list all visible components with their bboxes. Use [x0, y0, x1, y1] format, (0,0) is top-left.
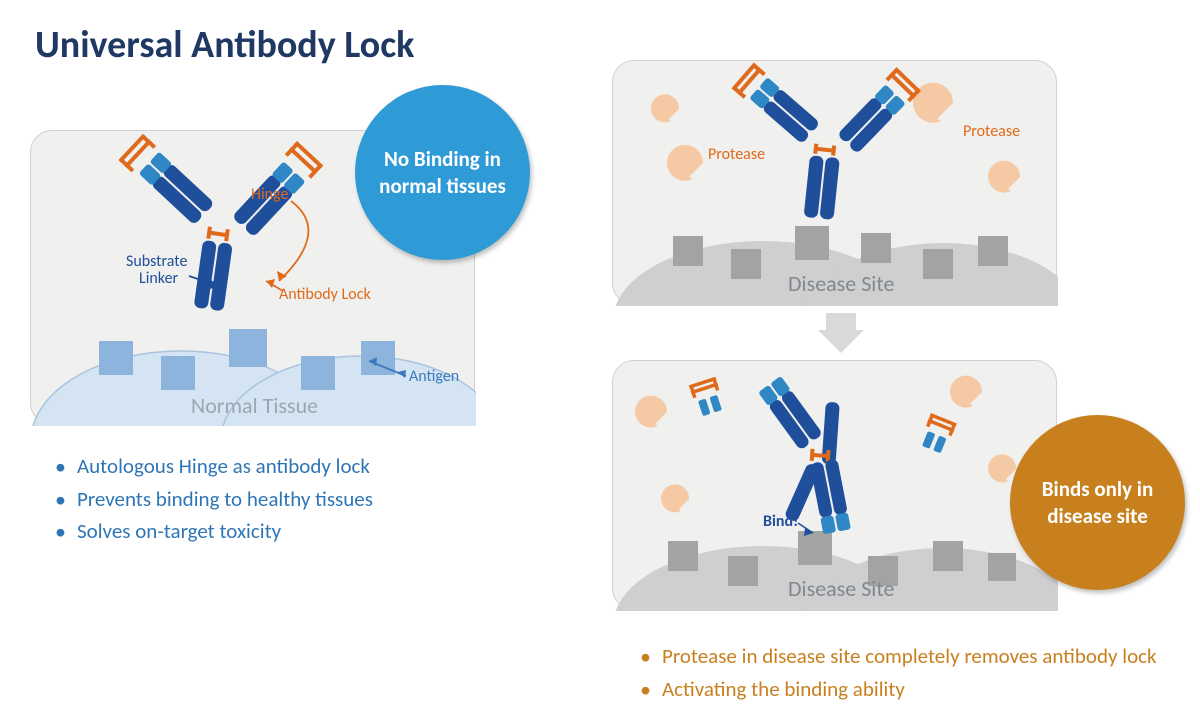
- bullets-left: Autologous Hinge as antibody lock Preven…: [55, 450, 373, 548]
- hinge-label: Hinge: [251, 185, 288, 204]
- panel-disease-binding: Disease Site: [612, 360, 1057, 610]
- badge-binds-disease: Binds only in disease site: [1010, 415, 1185, 590]
- flow-arrow-icon: [816, 308, 866, 358]
- substrate-label-2: Linker: [139, 269, 179, 288]
- antigen-label: Antigen: [409, 367, 459, 386]
- badge-no-binding-text: No Binding in normal tissues: [355, 146, 530, 199]
- bullet-item: Autologous Hinge as antibody lock: [55, 450, 373, 483]
- substrate-label-1: Substrate: [126, 252, 187, 271]
- bullet-item: Solves on-target toxicity: [55, 515, 373, 548]
- disease-binding-diagram: Disease Site: [613, 361, 1058, 611]
- disease-site-label-top: Disease Site: [788, 270, 894, 297]
- bullet-item: Prevents binding to healthy tissues: [55, 483, 373, 516]
- disease-locked-diagram: Disease Site Protease Protease: [613, 61, 1058, 306]
- panel-disease-locked: Disease Site Protease Protease: [612, 60, 1057, 305]
- protease-label-right: Protease: [963, 122, 1020, 141]
- normal-tissue-label: Normal Tissue: [191, 392, 318, 419]
- bullet-item: Protease in disease site completely remo…: [640, 640, 1157, 673]
- antibody-lock-label: Antibody Lock: [279, 285, 371, 304]
- page-title: Universal Antibody Lock: [35, 22, 414, 68]
- bind-label: Bind!: [763, 512, 798, 531]
- badge-binds-disease-text: Binds only in disease site: [1010, 476, 1185, 529]
- badge-no-binding: No Binding in normal tissues: [355, 85, 530, 260]
- protease-label-left: Protease: [708, 145, 765, 164]
- disease-site-label-bottom: Disease Site: [788, 575, 894, 602]
- bullets-right: Protease in disease site completely remo…: [640, 640, 1157, 705]
- bullet-item: Activating the binding ability: [640, 673, 1157, 706]
